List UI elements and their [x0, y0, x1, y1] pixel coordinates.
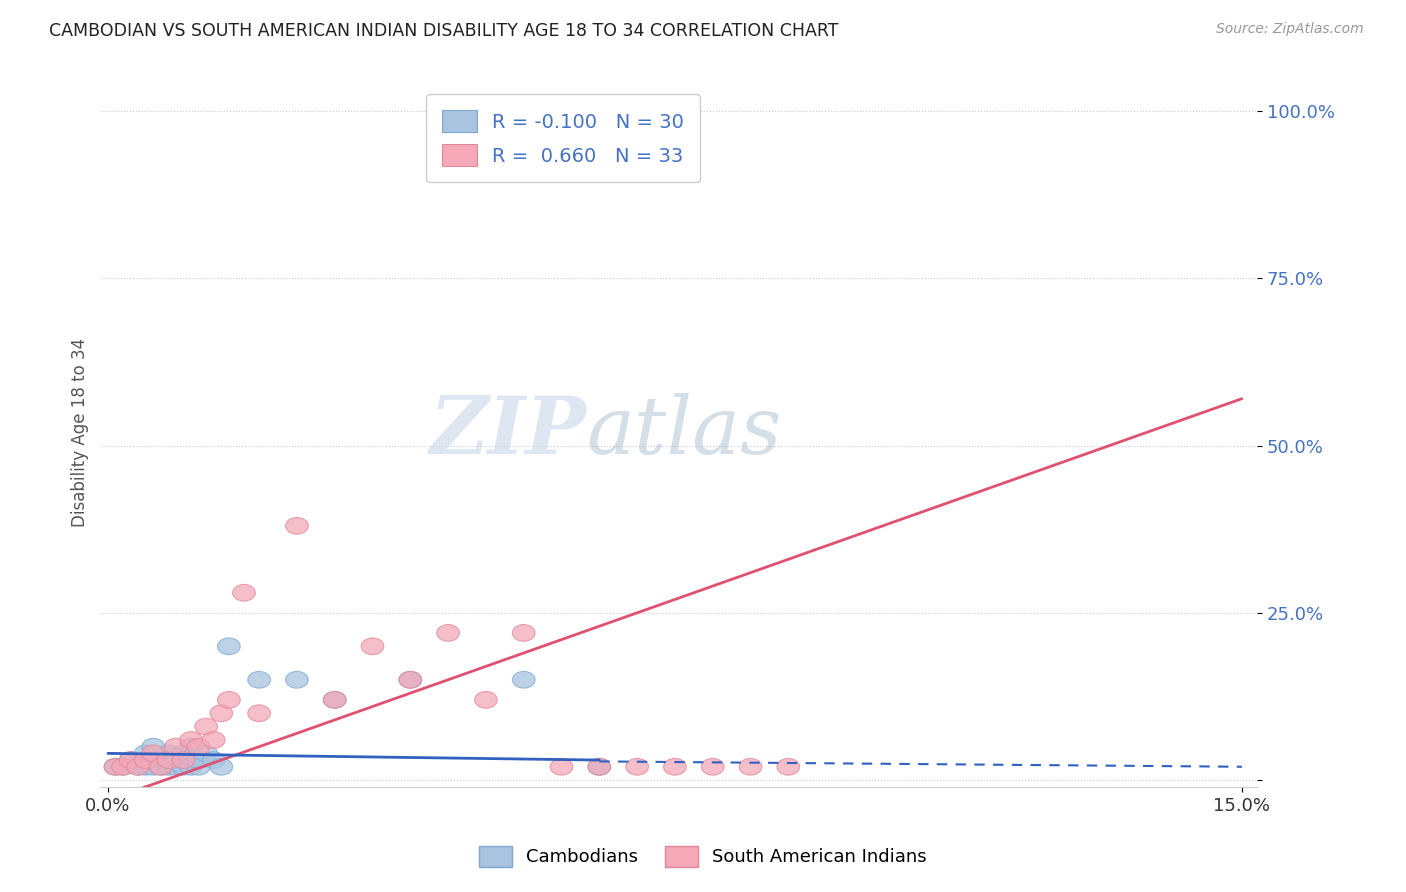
Ellipse shape [180, 758, 202, 775]
Ellipse shape [209, 758, 232, 775]
Ellipse shape [202, 752, 225, 768]
Ellipse shape [740, 758, 762, 775]
Ellipse shape [180, 731, 202, 748]
Text: atlas: atlas [586, 393, 782, 471]
Ellipse shape [149, 752, 172, 768]
Ellipse shape [127, 758, 149, 775]
Ellipse shape [187, 758, 209, 775]
Ellipse shape [399, 672, 422, 688]
Ellipse shape [285, 672, 308, 688]
Ellipse shape [149, 758, 172, 775]
Ellipse shape [437, 624, 460, 641]
Ellipse shape [157, 752, 180, 768]
Ellipse shape [512, 672, 536, 688]
Ellipse shape [172, 745, 195, 762]
Ellipse shape [135, 758, 157, 775]
Ellipse shape [361, 638, 384, 655]
Ellipse shape [323, 691, 346, 708]
Ellipse shape [180, 739, 202, 755]
Y-axis label: Disability Age 18 to 34: Disability Age 18 to 34 [72, 337, 89, 526]
Ellipse shape [285, 517, 308, 534]
Ellipse shape [127, 758, 149, 775]
Ellipse shape [157, 745, 180, 762]
Text: CAMBODIAN VS SOUTH AMERICAN INDIAN DISABILITY AGE 18 TO 34 CORRELATION CHART: CAMBODIAN VS SOUTH AMERICAN INDIAN DISAB… [49, 22, 839, 40]
Ellipse shape [588, 758, 610, 775]
Ellipse shape [165, 752, 187, 768]
Ellipse shape [104, 758, 127, 775]
Ellipse shape [157, 758, 180, 775]
Ellipse shape [172, 752, 195, 768]
Legend: Cambodians, South American Indians: Cambodians, South American Indians [472, 838, 934, 874]
Ellipse shape [195, 745, 218, 762]
Ellipse shape [626, 758, 648, 775]
Ellipse shape [475, 691, 498, 708]
Ellipse shape [165, 758, 187, 775]
Ellipse shape [323, 691, 346, 708]
Ellipse shape [664, 758, 686, 775]
Ellipse shape [120, 752, 142, 768]
Ellipse shape [142, 745, 165, 762]
Ellipse shape [165, 739, 187, 755]
Ellipse shape [218, 638, 240, 655]
Ellipse shape [135, 745, 157, 762]
Ellipse shape [550, 758, 572, 775]
Ellipse shape [120, 752, 142, 768]
Ellipse shape [232, 584, 256, 601]
Ellipse shape [247, 672, 270, 688]
Ellipse shape [588, 758, 610, 775]
Ellipse shape [195, 718, 218, 735]
Ellipse shape [142, 739, 165, 755]
Ellipse shape [247, 705, 270, 722]
Ellipse shape [202, 731, 225, 748]
Ellipse shape [218, 691, 240, 708]
Text: Source: ZipAtlas.com: Source: ZipAtlas.com [1216, 22, 1364, 37]
Ellipse shape [104, 758, 127, 775]
Ellipse shape [187, 739, 209, 755]
Ellipse shape [778, 758, 800, 775]
Ellipse shape [135, 752, 157, 768]
Ellipse shape [399, 672, 422, 688]
Ellipse shape [172, 758, 195, 775]
Legend: R = -0.100   N = 30, R =  0.660   N = 33: R = -0.100 N = 30, R = 0.660 N = 33 [426, 95, 700, 182]
Text: ZIP: ZIP [429, 393, 586, 471]
Ellipse shape [702, 758, 724, 775]
Ellipse shape [187, 752, 209, 768]
Ellipse shape [209, 705, 232, 722]
Ellipse shape [111, 758, 135, 775]
Ellipse shape [111, 758, 135, 775]
Ellipse shape [512, 624, 536, 641]
Ellipse shape [149, 758, 172, 775]
Ellipse shape [142, 758, 165, 775]
